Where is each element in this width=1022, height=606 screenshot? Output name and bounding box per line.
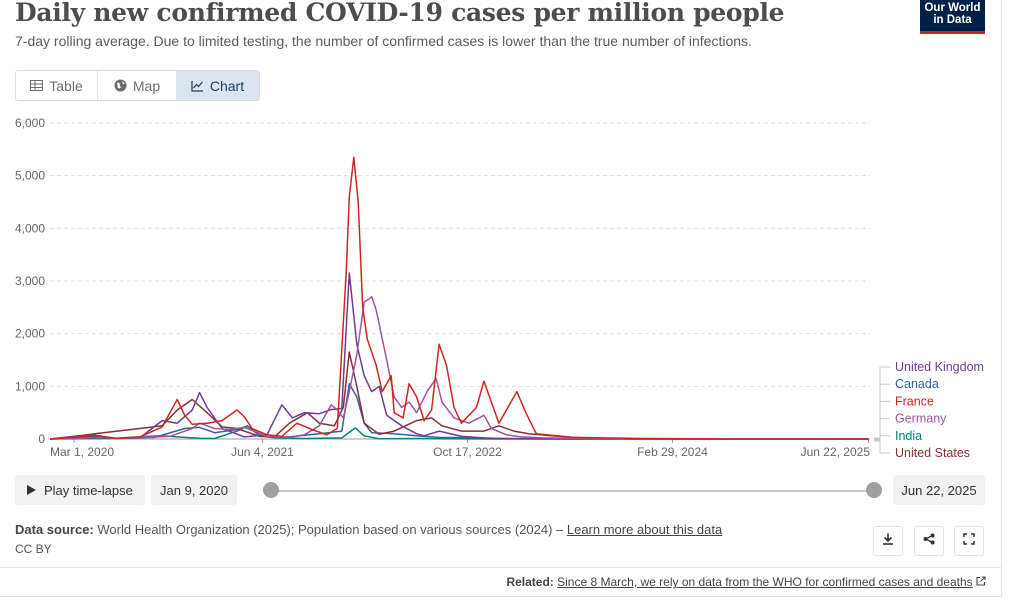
y-tick-label: 3,000 [15,274,45,288]
start-date-box[interactable]: Jan 9, 2020 [151,475,237,505]
x-tick-label: Mar 1, 2020 [50,445,114,459]
legend-entry-united-states[interactable]: United States [895,446,970,460]
related-link[interactable]: Since 8 March, we rely on data from the … [557,575,973,589]
data-source: Data source: World Health Organization (… [15,522,722,537]
legend-entry-france[interactable]: France [895,394,934,408]
legend-entry-united-kingdom[interactable]: United Kingdom [895,360,984,374]
source-text: World Health Organization (2025); Popula… [97,522,566,537]
x-tick-label: Feb 29, 2024 [637,445,708,459]
legend-connector [874,401,890,439]
series-lines [50,157,869,439]
tab-chart[interactable]: Chart [176,71,259,100]
share-icon [923,532,935,550]
logo-line-2: in Data [920,14,985,26]
table-icon [30,80,43,91]
timeline-slider-track[interactable] [270,490,874,492]
legend: United Kingdom Canada France Germany India Un… [874,360,984,460]
tab-chart-label: Chart [210,78,244,94]
y-tick-label: 2,000 [15,327,45,341]
tab-table[interactable]: Table [16,71,98,100]
legend-entry-germany[interactable]: Germany [895,412,947,426]
legend-connector [874,441,890,453]
gridlines [50,123,870,439]
line-chart-icon [191,80,204,92]
learn-more-link[interactable]: Learn more about this data [567,522,722,537]
download-button[interactable] [873,526,903,556]
line-chart: 0 1,000 2,000 3,000 4,000 5,000 6,000 Mar 1, 2… [0,110,1000,465]
external-link-icon [976,575,986,589]
play-timelapse-button[interactable]: Play time-lapse [15,475,145,505]
series-line-united-states[interactable] [50,352,869,439]
source-label: Data source: [15,522,94,537]
page-title: Daily new confirmed COVID-19 cases per m… [15,0,784,27]
play-label: Play time-lapse [44,483,133,498]
y-tick-label: 4,000 [15,221,45,235]
view-tabs: Table Map Chart [15,70,260,101]
legend-connector [874,419,890,440]
y-tick-label: 0 [38,432,45,446]
legend-entry-canada[interactable]: Canada [895,377,939,391]
footer-divider [0,567,1001,568]
end-date-box[interactable]: Jun 22, 2025 [893,475,985,505]
series-line-france[interactable] [50,157,869,439]
related-note: Related: Since 8 March, we rely on data … [506,575,986,589]
chart-subtitle: 7-day rolling average. Due to limited te… [15,33,752,49]
legend-connector [874,367,890,438]
x-tick-label: Jun 22, 2025 [801,445,871,459]
license-label: CC BY [15,542,52,556]
legend-connector [874,384,890,438]
play-icon [27,483,36,498]
share-button[interactable] [914,526,944,556]
y-tick-label: 6,000 [15,116,45,130]
globe-icon [114,79,127,92]
y-axis-labels: 0 1,000 2,000 3,000 4,000 5,000 6,000 [15,116,45,446]
logo-line-1: Our World [920,2,985,14]
related-label: Related: [506,575,553,589]
y-tick-label: 5,000 [15,169,45,183]
tab-map-label: Map [133,78,160,94]
tab-map[interactable]: Map [98,71,176,100]
y-tick-label: 1,000 [15,379,45,393]
timeline-start-handle[interactable] [263,482,279,498]
x-tick-label: Oct 17, 2022 [433,445,502,459]
x-axis-labels: Mar 1, 2020 Jun 4, 2021 Oct 17, 2022 Feb 29… [50,439,870,459]
download-icon [882,532,894,550]
fullscreen-button[interactable] [954,526,984,556]
expand-icon [963,532,975,550]
timeline-end-handle[interactable] [866,482,882,498]
legend-entry-india[interactable]: India [895,429,922,443]
owid-logo[interactable]: Our World in Data [920,0,985,34]
tab-table-label: Table [49,78,82,94]
x-tick-label: Jun 4, 2021 [231,445,294,459]
